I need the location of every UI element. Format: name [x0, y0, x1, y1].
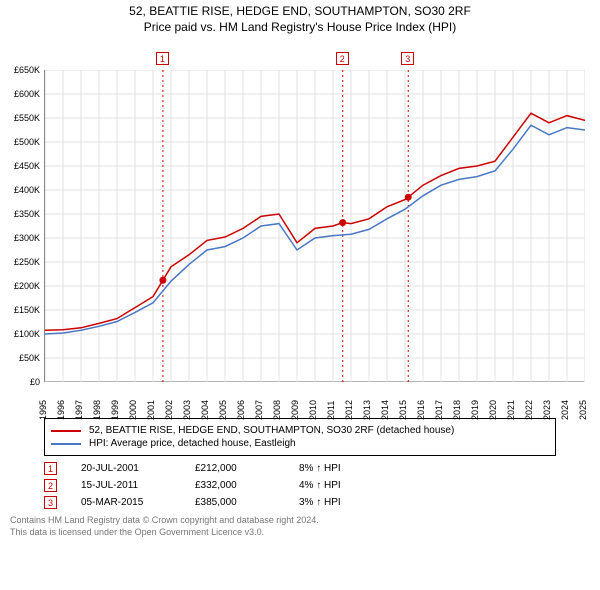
x-tick-label: 2005	[218, 400, 228, 420]
y-tick-label: £350K	[14, 209, 40, 219]
y-tick-label: £400K	[14, 185, 40, 195]
y-tick-label: £0	[30, 377, 40, 387]
event-row: 1 20-JUL-2001 £212,000 8% ↑ HPI	[44, 462, 556, 475]
x-tick-label: 1995	[38, 400, 48, 420]
x-tick-label: 2023	[542, 400, 552, 420]
event-price: £385,000	[195, 497, 275, 508]
x-tick-label: 2021	[506, 400, 516, 420]
y-tick-label: £500K	[14, 137, 40, 147]
event-date: 20-JUL-2001	[81, 463, 171, 474]
x-tick-label: 2013	[362, 400, 372, 420]
x-tick-label: 2004	[200, 400, 210, 420]
x-tick-label: 2018	[452, 400, 462, 420]
attribution-line: This data is licensed under the Open Gov…	[10, 527, 590, 539]
x-tick-label: 2017	[434, 400, 444, 420]
x-tick-label: 2007	[254, 400, 264, 420]
x-tick-label: 2024	[560, 400, 570, 420]
x-tick-label: 2022	[524, 400, 534, 420]
x-tick-label: 2015	[398, 400, 408, 420]
chart-marker-icon: 1	[156, 52, 169, 65]
x-tick-label: 2002	[164, 400, 174, 420]
y-tick-label: £50K	[19, 353, 40, 363]
event-date: 15-JUL-2011	[81, 480, 171, 491]
x-tick-label: 2020	[488, 400, 498, 420]
y-tick-label: £650K	[14, 65, 40, 75]
x-tick-label: 2019	[470, 400, 480, 420]
legend-item: 52, BEATTIE RISE, HEDGE END, SOUTHAMPTON…	[51, 425, 549, 436]
titles: 52, BEATTIE RISE, HEDGE END, SOUTHAMPTON…	[0, 0, 600, 34]
x-tick-label: 2000	[128, 400, 138, 420]
x-tick-label: 2014	[380, 400, 390, 420]
legend-item: HPI: Average price, detached house, East…	[51, 438, 549, 449]
x-tick-label: 1998	[92, 400, 102, 420]
legend-swatch	[51, 430, 81, 432]
attribution: Contains HM Land Registry data © Crown c…	[10, 515, 590, 538]
x-tick-label: 2025	[578, 400, 588, 420]
x-tick-label: 1997	[74, 400, 84, 420]
x-tick-label: 2006	[236, 400, 246, 420]
x-tick-label: 2011	[326, 401, 336, 420]
event-marker-icon: 1	[44, 462, 57, 475]
x-tick-label: 1996	[56, 400, 66, 420]
y-tick-label: £600K	[14, 89, 40, 99]
legend-swatch	[51, 443, 81, 445]
x-tick-label: 2009	[290, 400, 300, 420]
event-date: 05-MAR-2015	[81, 497, 171, 508]
y-tick-label: £150K	[14, 305, 40, 315]
legend-label: 52, BEATTIE RISE, HEDGE END, SOUTHAMPTON…	[89, 425, 454, 436]
legend: 52, BEATTIE RISE, HEDGE END, SOUTHAMPTON…	[44, 418, 556, 456]
event-row: 2 15-JUL-2011 £332,000 4% ↑ HPI	[44, 479, 556, 492]
event-delta: 8% ↑ HPI	[299, 463, 341, 474]
event-row: 3 05-MAR-2015 £385,000 3% ↑ HPI	[44, 496, 556, 509]
x-tick-label: 1999	[110, 400, 120, 420]
event-delta: 3% ↑ HPI	[299, 497, 341, 508]
y-axis-labels: £0£50K£100K£150K£200K£250K£300K£350K£400…	[0, 70, 42, 382]
x-tick-label: 2003	[182, 400, 192, 420]
y-tick-label: £300K	[14, 233, 40, 243]
x-tick-label: 2008	[272, 400, 282, 420]
event-marker-icon: 2	[44, 479, 57, 492]
event-marker-icon: 3	[44, 496, 57, 509]
y-tick-label: £250K	[14, 257, 40, 267]
title-line-2: Price paid vs. HM Land Registry's House …	[0, 20, 600, 34]
x-tick-label: 2016	[416, 400, 426, 420]
x-tick-label: 2001	[146, 400, 156, 420]
chart-container: 52, BEATTIE RISE, HEDGE END, SOUTHAMPTON…	[0, 0, 600, 538]
y-tick-label: £550K	[14, 113, 40, 123]
chart-marker-icon: 2	[336, 52, 349, 65]
x-tick-label: 2012	[344, 400, 354, 420]
legend-label: HPI: Average price, detached house, East…	[89, 438, 296, 449]
x-tick-label: 2010	[308, 400, 318, 420]
plot: 123	[44, 70, 584, 382]
y-tick-label: £450K	[14, 161, 40, 171]
event-price: £212,000	[195, 463, 275, 474]
events-table: 1 20-JUL-2001 £212,000 8% ↑ HPI 2 15-JUL…	[44, 462, 556, 509]
x-axis-labels: 1995199619971998199920002001200220032004…	[44, 384, 584, 414]
title-line-1: 52, BEATTIE RISE, HEDGE END, SOUTHAMPTON…	[0, 4, 600, 18]
y-tick-label: £100K	[14, 329, 40, 339]
attribution-line: Contains HM Land Registry data © Crown c…	[10, 515, 590, 527]
event-price: £332,000	[195, 480, 275, 491]
chart-marker-icon: 3	[401, 52, 414, 65]
chart-area: £0 £50K £100K £150K £200K £250K £300K £350K £400…	[0, 34, 600, 414]
event-delta: 4% ↑ HPI	[299, 480, 341, 491]
y-tick-label: £200K	[14, 281, 40, 291]
